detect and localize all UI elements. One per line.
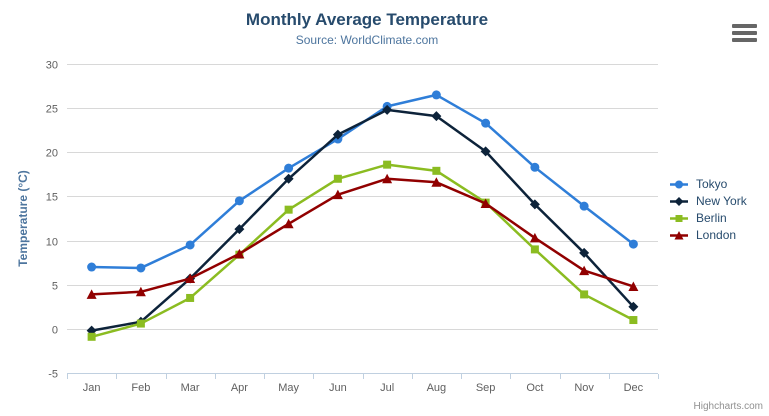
legend-item-label: London	[696, 228, 737, 242]
berlin-point-feb[interactable]	[136, 319, 145, 328]
series-line-berlin	[90, 163, 635, 339]
new-york-point-aug[interactable]	[431, 111, 442, 122]
legend-item-london[interactable]: London	[669, 227, 747, 244]
new-york-point-oct[interactable]	[529, 199, 540, 210]
chart-title: Monthly Average Temperature	[245, 10, 489, 29]
new-york-point-dec[interactable]	[628, 301, 639, 312]
highcharts-credits-link[interactable]: Highcharts.com	[693, 401, 763, 412]
chart-subtitle: Source: WorldClimate.com	[295, 33, 439, 47]
berlin-point-jun[interactable]	[333, 174, 342, 183]
tokyo-point-aug[interactable]	[431, 90, 441, 100]
london-point-feb[interactable]	[135, 286, 146, 297]
london-point-apr[interactable]	[234, 248, 245, 259]
y-axis-tick-label: 0	[52, 325, 58, 337]
berlin-point-oct[interactable]	[530, 245, 539, 254]
tokyo-point-apr[interactable]	[234, 196, 244, 206]
tokyo-point-may[interactable]	[284, 163, 294, 173]
london-point-jan[interactable]	[86, 289, 97, 299]
tokyo-point-sep[interactable]	[481, 118, 491, 128]
x-axis-tick-label: Aug	[427, 382, 447, 394]
series-tokyo[interactable]	[87, 90, 638, 273]
london-point-jul[interactable]	[382, 173, 393, 184]
legend-item-berlin[interactable]: Berlin	[669, 210, 747, 227]
x-axis-tick-label: Jan	[83, 382, 101, 394]
x-axis-tick-label: Mar	[181, 382, 200, 394]
new-york-point-nov[interactable]	[579, 247, 590, 258]
context-menu-button[interactable]	[732, 24, 758, 42]
series-new-york[interactable]	[86, 104, 639, 336]
london-point-nov[interactable]	[579, 265, 590, 276]
legend-item-tokyo[interactable]: Tokyo	[669, 176, 747, 193]
y-axis-tick-label: 20	[46, 148, 58, 160]
tokyo-point-feb[interactable]	[136, 263, 146, 273]
legend-item-label: Tokyo	[696, 177, 728, 191]
tokyo-point-dec[interactable]	[628, 239, 638, 249]
tokyo-point-nov[interactable]	[579, 201, 589, 211]
series-berlin[interactable]	[87, 160, 638, 341]
diamond-legend-marker-icon	[670, 197, 688, 206]
x-axis-tick-label: Sep	[476, 382, 496, 394]
triangle-legend-marker-icon	[670, 231, 688, 240]
new-york-point-apr[interactable]	[234, 224, 245, 235]
berlin-point-may[interactable]	[284, 205, 293, 214]
tokyo-point-oct[interactable]	[530, 162, 540, 172]
legend-item-label: Berlin	[696, 211, 727, 225]
berlin-point-jan[interactable]	[87, 332, 96, 341]
y-axis-tick-label: -5	[48, 369, 58, 381]
berlin-point-aug[interactable]	[432, 166, 441, 175]
london-point-aug[interactable]	[431, 177, 442, 187]
london-point-dec[interactable]	[628, 281, 639, 291]
y-axis-tick-label: 5	[52, 281, 58, 293]
y-axis-title: Temperature (°C)	[16, 170, 30, 267]
x-axis-tick-label: Apr	[231, 382, 248, 394]
y-axis-tick-label: 30	[46, 60, 58, 72]
new-york-point-jul[interactable]	[382, 104, 393, 115]
y-axis-tick-label: 15	[46, 192, 58, 204]
tokyo-point-mar[interactable]	[185, 240, 195, 250]
london-point-may[interactable]	[283, 218, 294, 229]
london-point-mar[interactable]	[185, 273, 196, 284]
x-axis-tick-label: Jun	[329, 382, 347, 394]
x-axis-tick-label: Jul	[380, 382, 394, 394]
hamburger-icon	[732, 24, 757, 28]
london-point-oct[interactable]	[529, 232, 540, 243]
new-york-point-may[interactable]	[283, 173, 294, 184]
circle-legend-marker-icon	[670, 180, 688, 189]
new-york-point-sep[interactable]	[480, 146, 491, 157]
y-axis-tick-label: 10	[46, 237, 58, 249]
x-axis-tick-label: Feb	[131, 382, 150, 394]
square-legend-marker-icon	[670, 215, 688, 222]
berlin-point-mar[interactable]	[186, 293, 195, 302]
series-line-new-york	[90, 108, 635, 332]
series-london[interactable]	[86, 173, 639, 299]
london-point-sep[interactable]	[480, 198, 491, 208]
berlin-point-nov[interactable]	[580, 290, 589, 299]
new-york-point-jun[interactable]	[332, 129, 343, 140]
berlin-point-jul[interactable]	[383, 160, 392, 169]
tokyo-point-jan[interactable]	[87, 262, 97, 272]
legend-item-label: New York	[696, 194, 747, 208]
berlin-point-dec[interactable]	[629, 316, 638, 325]
x-axis-tick-label: Dec	[624, 382, 644, 394]
legend: Tokyo New York Berlin London	[669, 176, 747, 244]
hamburger-icon	[732, 31, 757, 35]
hamburger-icon	[732, 38, 757, 42]
legend-item-new-york[interactable]: New York	[669, 193, 747, 210]
x-axis-tick-label: May	[278, 382, 299, 394]
london-point-jun[interactable]	[332, 189, 343, 200]
series-line-london	[90, 177, 635, 296]
x-axis-tick-label: Oct	[526, 382, 543, 394]
x-axis-tick-label: Nov	[574, 382, 594, 394]
y-axis-tick-label: 25	[46, 104, 58, 116]
